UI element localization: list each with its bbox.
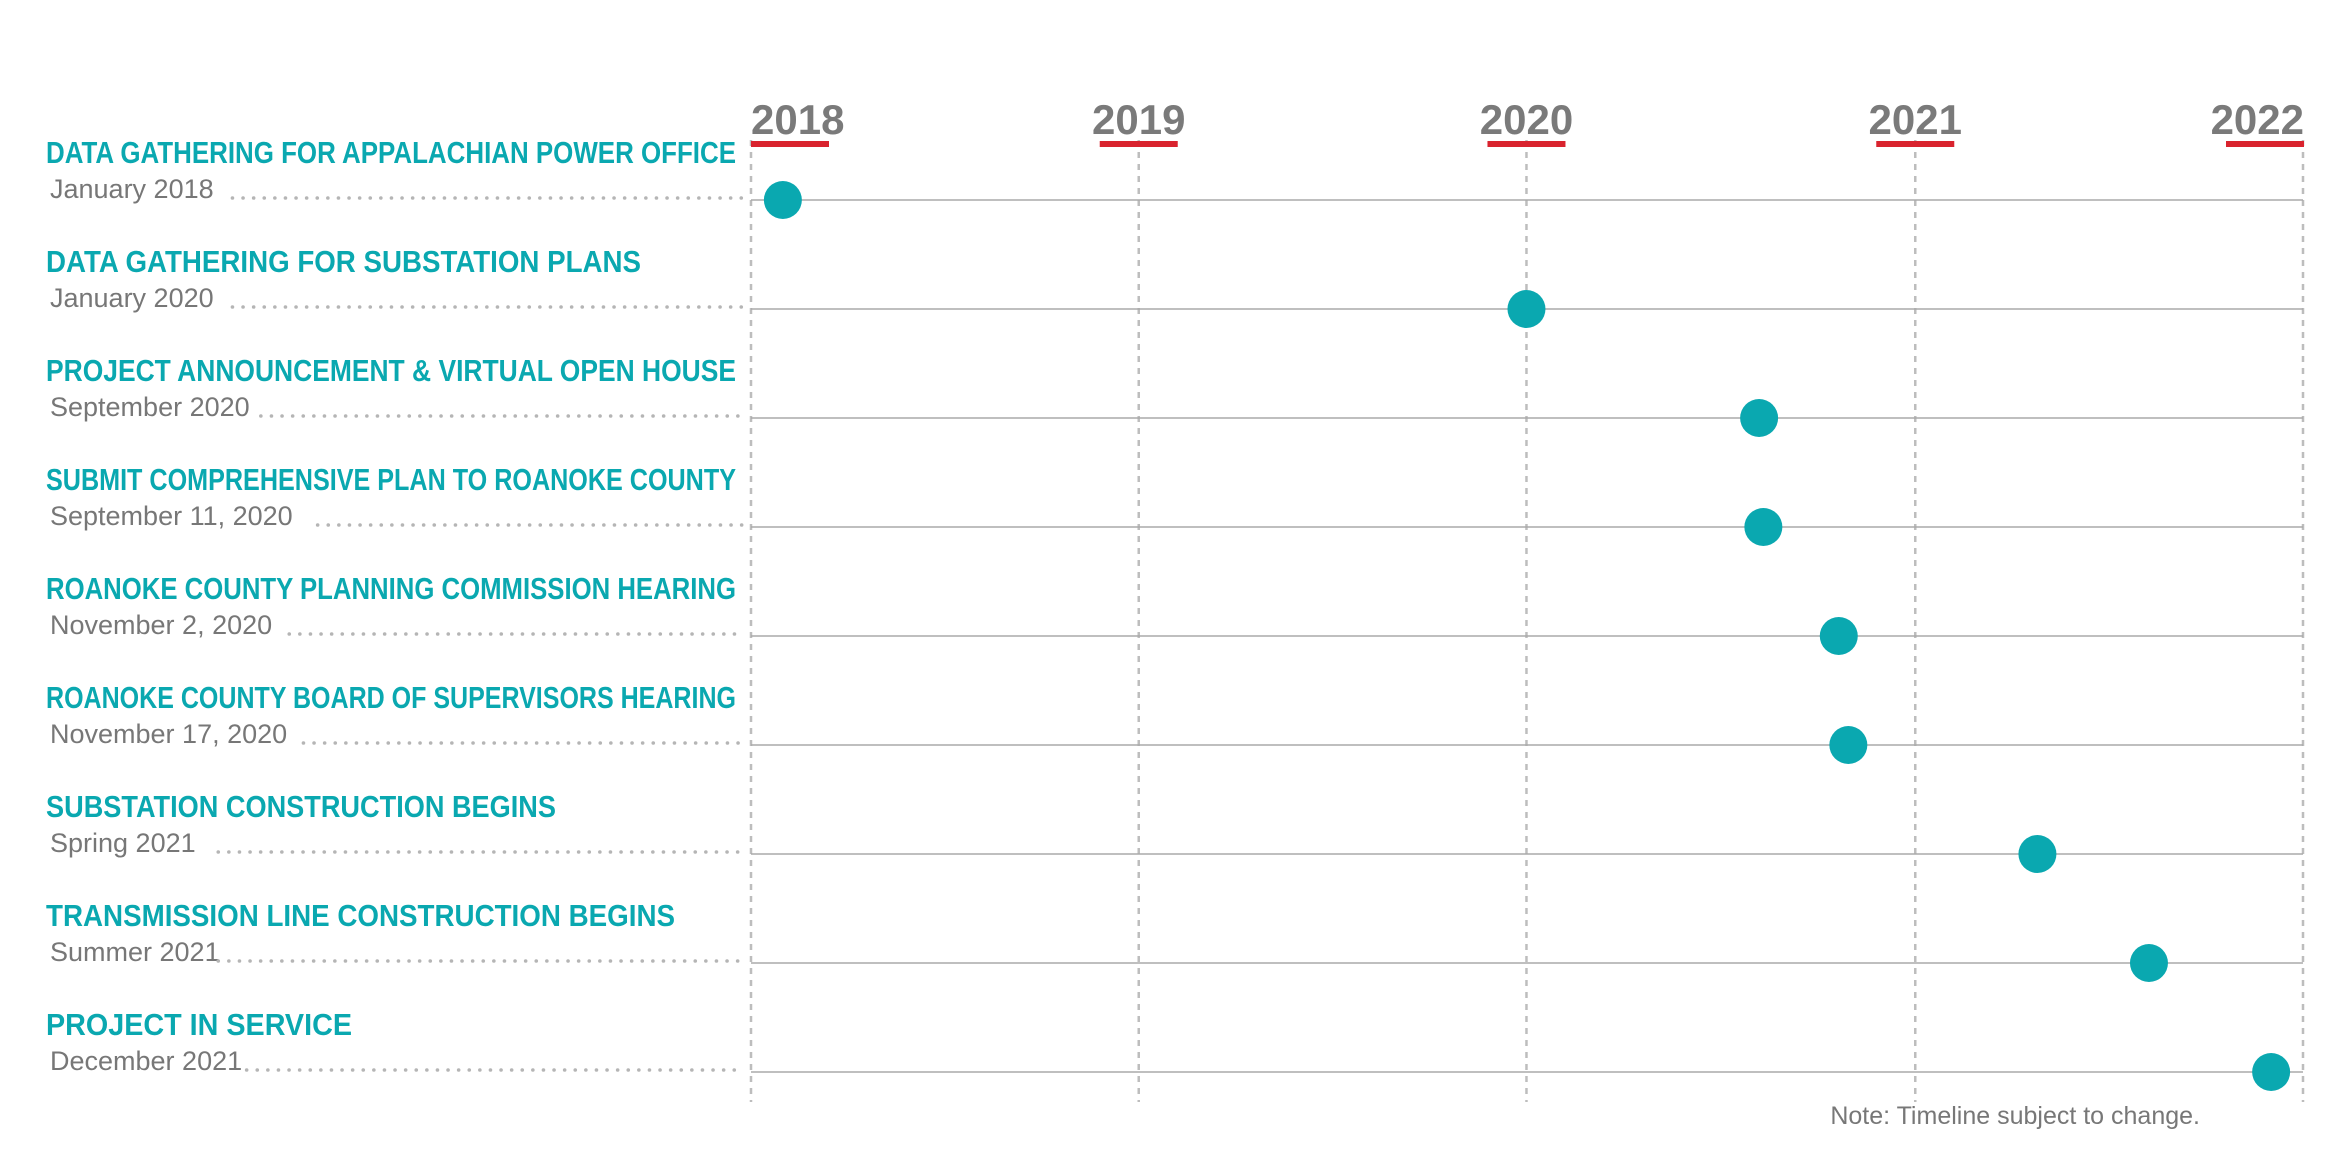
- event-title: SUBMIT COMPREHENSIVE PLAN TO ROANOKE COU…: [46, 462, 736, 497]
- event-date: November 17, 2020: [50, 719, 287, 749]
- year-label-2022: 2022: [2211, 96, 2304, 143]
- event-date: Summer 2021: [50, 937, 220, 967]
- event-marker: [1829, 726, 1868, 764]
- event-title: DATA GATHERING FOR APPALACHIAN POWER OFF…: [46, 135, 736, 170]
- event-marker: [2018, 835, 2057, 873]
- event-title: ROANOKE COUNTY PLANNING COMMISSION HEARI…: [46, 571, 736, 606]
- year-label-2018: 2018: [751, 96, 844, 143]
- event-title: ROANOKE COUNTY BOARD OF SUPERVISORS HEAR…: [46, 680, 736, 715]
- year-underline-2022: [2226, 141, 2304, 147]
- event-title: PROJECT ANNOUNCEMENT & VIRTUAL OPEN HOUS…: [46, 353, 736, 388]
- event-rows: [751, 199, 2303, 1073]
- event-date: January 2020: [50, 283, 214, 313]
- event-date: Spring 2021: [50, 828, 196, 858]
- event-date: January 2018: [50, 174, 214, 204]
- event-marker: [1507, 290, 1546, 328]
- event-marker: [2252, 1053, 2291, 1091]
- event-labels: DATA GATHERING FOR APPALACHIAN POWER OFF…: [46, 135, 744, 1076]
- year-underline-2018: [751, 141, 829, 147]
- event-marker: [763, 181, 802, 219]
- year-label-2020: 2020: [1480, 96, 1573, 143]
- event-marker: [1819, 617, 1858, 655]
- year-axis: 2018 2019 2020 2021 2022: [751, 96, 2304, 147]
- year-underline-2020: [1487, 141, 1566, 147]
- event-date: November 2, 2020: [50, 610, 272, 640]
- event-markers: [763, 181, 2291, 1091]
- year-label-2019: 2019: [1092, 96, 1185, 143]
- event-marker: [1744, 508, 1783, 546]
- event-date: September 11, 2020: [50, 501, 293, 531]
- event-title: SUBSTATION CONSTRUCTION BEGINS: [46, 789, 556, 824]
- year-underline-2019: [1099, 141, 1178, 147]
- year-gridlines: [749, 140, 2305, 1102]
- event-marker: [2129, 944, 2168, 982]
- event-date: September 2020: [50, 392, 250, 422]
- event-title: TRANSMISSION LINE CONSTRUCTION BEGINS: [46, 898, 675, 933]
- timeline-note: Note: Timeline subject to change.: [1830, 1102, 2200, 1130]
- event-marker: [1740, 399, 1779, 437]
- event-date: December 2021: [50, 1046, 242, 1076]
- event-title: PROJECT IN SERVICE: [46, 1007, 352, 1042]
- year-underline-2021: [1876, 141, 1955, 147]
- year-label-2021: 2021: [1869, 96, 1962, 143]
- event-title: DATA GATHERING FOR SUBSTATION PLANS: [46, 244, 641, 279]
